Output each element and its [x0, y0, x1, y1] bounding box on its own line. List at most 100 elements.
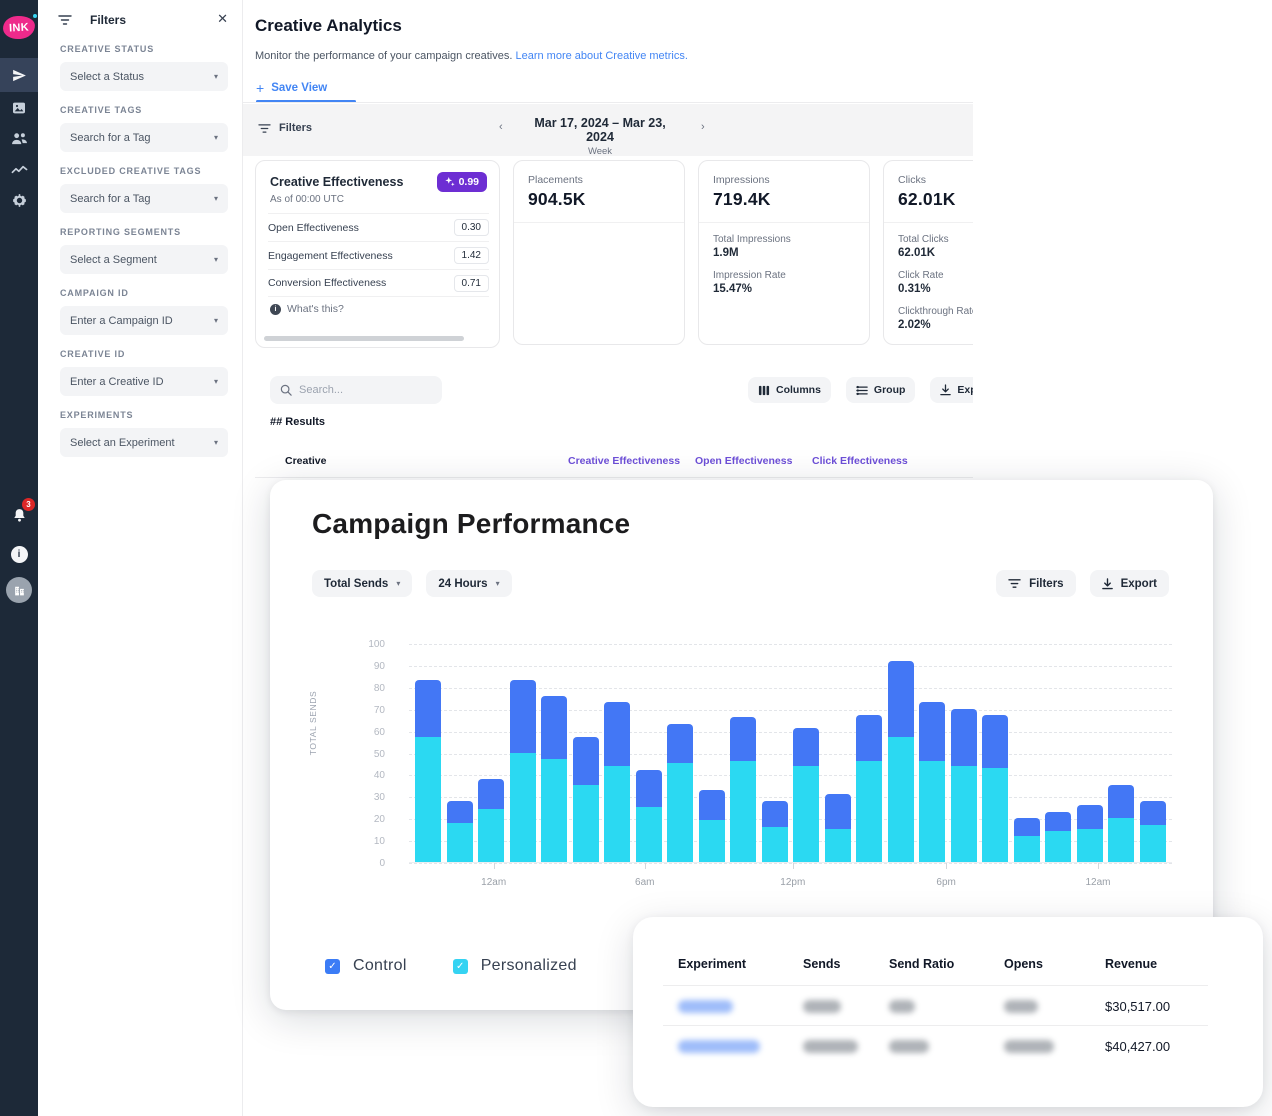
- bar-hour-7[interactable]: [635, 770, 662, 862]
- notifications-button[interactable]: 3: [0, 498, 38, 532]
- table-header-divider: [255, 477, 973, 478]
- checkbox-personalized[interactable]: ✓: [452, 958, 468, 974]
- redacted-pill: [678, 999, 733, 1013]
- experiment-row: $30,517.00: [633, 986, 1263, 1026]
- column-header-click-effectiveness[interactable]: Click Effectiveness: [812, 455, 908, 467]
- bar-hour-16[interactable]: [919, 702, 946, 862]
- legend-item-control[interactable]: ✓ Control: [325, 957, 407, 975]
- bar-hour-2[interactable]: [478, 778, 505, 862]
- divider: [514, 222, 684, 223]
- next-week-arrow[interactable]: ›: [701, 121, 705, 133]
- bar-hour-20[interactable]: [1045, 811, 1072, 862]
- stat-cards-row: Placements 904.5K Impressions 719.4K Total I…: [513, 160, 973, 345]
- stat-card-placements: Placements 904.5K: [513, 160, 685, 345]
- bar-hour-19[interactable]: [1013, 818, 1040, 862]
- chart-filters-button[interactable]: Filters: [996, 570, 1076, 597]
- metric-dropdown[interactable]: Total Sends ▾: [312, 570, 413, 597]
- columns-button[interactable]: Columns: [748, 377, 831, 403]
- filter-select-reporting-segments[interactable]: Select a Segment ▾: [60, 245, 228, 274]
- gridline: [409, 863, 1172, 864]
- sidebar-item-audience[interactable]: [0, 123, 38, 154]
- bar-hour-8[interactable]: [667, 724, 694, 862]
- columns-icon: [758, 385, 770, 395]
- experiment-name-link-blurred[interactable]: [678, 1039, 803, 1053]
- experiment-name-link-blurred[interactable]: [678, 999, 803, 1013]
- plus-icon: +: [256, 80, 265, 96]
- whats-this-link[interactable]: i What's this?: [270, 303, 344, 315]
- send-icon: [12, 69, 26, 81]
- legend-label: Control: [353, 957, 407, 974]
- filters-button[interactable]: Filters: [258, 122, 312, 134]
- bar-hour-9[interactable]: [698, 789, 725, 862]
- column-header-open-effectiveness[interactable]: Open Effectiveness: [695, 455, 793, 467]
- checkbox-control[interactable]: ✓: [325, 958, 340, 974]
- chevron-down-icon: ▾: [213, 438, 218, 447]
- effectiveness-row-conversion-effectiveness: Conversion Effectiveness 0.71: [268, 269, 489, 297]
- y-tick-80: 80: [373, 682, 385, 694]
- group-button[interactable]: Group: [845, 377, 916, 403]
- bar-hour-5[interactable]: [572, 737, 599, 862]
- filter-section-label: CAMPAIGN ID: [60, 288, 129, 298]
- bar-hour-3[interactable]: [509, 680, 536, 862]
- select-placeholder: Search for a Tag: [70, 131, 151, 144]
- bar-personalized-segment: [604, 765, 631, 862]
- bar-hour-12[interactable]: [793, 728, 820, 862]
- search-input[interactable]: [299, 384, 419, 396]
- bar-hour-14[interactable]: [856, 715, 883, 862]
- bar-hour-0[interactable]: [415, 680, 441, 862]
- close-icon[interactable]: ✕: [217, 11, 228, 26]
- bar-hour-23[interactable]: [1139, 800, 1166, 862]
- search-box[interactable]: [270, 376, 442, 404]
- bar-hour-22[interactable]: [1108, 785, 1135, 862]
- effectiveness-row-open-effectiveness: Open Effectiveness 0.30: [268, 213, 489, 241]
- bar-hour-11[interactable]: [761, 800, 788, 862]
- filter-section-label: CREATIVE STATUS: [60, 44, 155, 54]
- sidebar-item-send[interactable]: [0, 58, 38, 92]
- time-range-dropdown[interactable]: 24 Hours ▾: [426, 570, 512, 597]
- chart-export-button[interactable]: Export: [1089, 570, 1169, 597]
- bar-hour-13[interactable]: [824, 794, 851, 862]
- bar-hour-18[interactable]: [982, 715, 1009, 862]
- filter-select-campaign-id[interactable]: Enter a Campaign ID ▾: [60, 306, 228, 335]
- bar-hour-15[interactable]: [887, 660, 914, 862]
- filter-select-creative-id[interactable]: Enter a Creative ID ▾: [60, 367, 228, 396]
- export-button[interactable]: Export: [930, 377, 973, 403]
- download-icon: [1101, 577, 1113, 589]
- org-avatar[interactable]: [6, 577, 32, 603]
- logo-accent-dot: [33, 14, 37, 18]
- column-header-creative-effectiveness[interactable]: Creative Effectiveness: [568, 455, 681, 467]
- prev-week-arrow[interactable]: ‹: [499, 121, 503, 133]
- bar-hour-17[interactable]: [950, 708, 977, 862]
- filters-panel-title: Filters: [90, 13, 127, 27]
- bar-hour-4[interactable]: [541, 695, 568, 862]
- filter-select-excluded-creative-tags[interactable]: Search for a Tag ▾: [60, 184, 228, 213]
- horizontal-scrollbar[interactable]: [264, 336, 464, 341]
- bar-hour-10[interactable]: [730, 717, 757, 862]
- sidebar-item-creatives[interactable]: [0, 92, 38, 123]
- filter-select-experiments[interactable]: Select an Experiment ▾: [60, 428, 228, 457]
- info-button[interactable]: i: [10, 546, 28, 563]
- select-placeholder: Select an Experiment: [70, 436, 175, 449]
- learn-more-link[interactable]: Learn more about Creative metrics.: [515, 50, 688, 62]
- redacted-pill: [1004, 1039, 1054, 1053]
- filter-select-creative-status[interactable]: Select a Status ▾: [60, 62, 228, 91]
- bar-hour-21[interactable]: [1076, 805, 1103, 862]
- bar-hour-1[interactable]: [446, 800, 473, 862]
- stat-detail-value: 1.9M: [713, 247, 739, 259]
- save-view-tab[interactable]: + Save View: [256, 80, 328, 96]
- sidebar-item-settings[interactable]: [0, 185, 38, 216]
- tabs-divider: [243, 102, 973, 103]
- y-tick-70: 70: [373, 704, 385, 716]
- bar-personalized-segment: [415, 737, 441, 862]
- sidebar-item-analytics[interactable]: [0, 154, 38, 185]
- legend-item-personalized[interactable]: ✓ Personalized: [452, 957, 577, 975]
- gridline: [409, 687, 1172, 689]
- date-range-picker[interactable]: Mar 17, 2024 – Mar 23, 2024 Week: [520, 116, 680, 157]
- bar-hour-6[interactable]: [604, 702, 631, 862]
- filter-select-creative-tags[interactable]: Search for a Tag ▾: [60, 123, 228, 152]
- ink-logo[interactable]: INK: [1, 14, 37, 42]
- stat-title: Impressions: [713, 174, 770, 186]
- metric-value: 0.71: [453, 274, 489, 292]
- filter-section-label: CREATIVE TAGS: [60, 105, 143, 115]
